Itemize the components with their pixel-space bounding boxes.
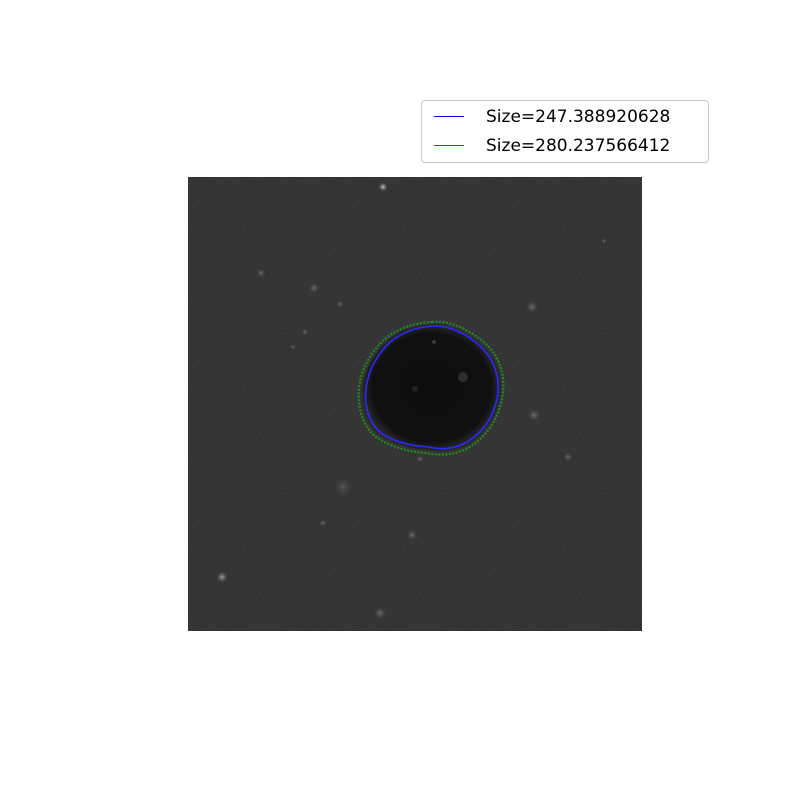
cell-inclusion [412,386,418,392]
cell-inclusion [458,372,468,382]
microscopy-image [188,177,642,631]
microscopy-image-svg [188,177,642,631]
particle [333,477,353,497]
particle [563,452,573,462]
particle [256,268,266,278]
contour-blue [364,325,499,450]
particle [308,282,320,294]
particle [290,344,296,350]
particle [373,606,387,620]
cell-inclusion [432,340,436,344]
cell-body [361,323,502,452]
particle [301,328,309,336]
legend-line-green [434,145,464,146]
particle [527,408,541,422]
particle [336,300,344,308]
particle [216,571,228,583]
particle [416,455,424,463]
particle [525,300,539,314]
legend: Size=247.388920628 Size=280.237566412 [421,100,709,163]
legend-label-blue: Size=247.388920628 [486,107,671,127]
legend-label-green: Size=280.237566412 [486,136,671,156]
legend-line-blue [434,116,464,117]
particle [406,529,418,541]
particle [601,238,607,244]
contour-green [357,320,505,456]
particle [319,519,327,527]
particle [378,182,388,192]
